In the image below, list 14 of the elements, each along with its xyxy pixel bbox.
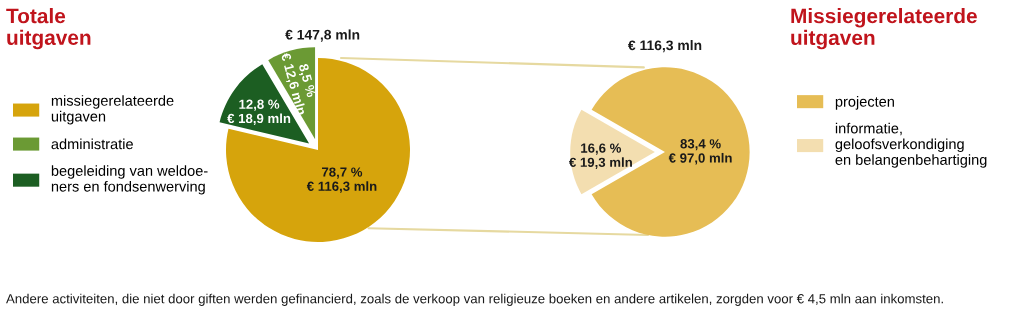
data-label: 83,4 % € 97,0 mln — [668, 139, 732, 165]
legend-label: missiegerelateerde uitgaven — [51, 95, 174, 125]
chart-title: Missiegerelateerde uitgaven — [791, 8, 977, 50]
chart-subtitle: € 116,3 mln — [628, 40, 702, 53]
chart-title: Totale uitgaven — [6, 8, 91, 50]
data-label: 78,7 % € 116,3 mln — [306, 167, 377, 193]
data-label: 12,8 % € 18,9 mln — [227, 99, 291, 126]
text: Andere activiteiten, die niet door giften werden gefinancierd, zoals de verkoop van religieuze boeken en andere artikelen, zorgden voor € 4,5 mln aan inkomsten. — [6, 293, 943, 306]
legend-label: informatie, geloofsverkondiging en belangenbehartiging — [835, 122, 987, 168]
chart-subtitle: € 147,8 mln — [285, 29, 360, 42]
legend-label: projecten — [835, 96, 894, 110]
legend-label: administratie — [51, 138, 133, 150]
data-label: 16,6 % € 19,3 mln — [569, 143, 632, 169]
legend-label: begeleiding van weldoe- ners en fondsenwerving — [51, 165, 208, 195]
